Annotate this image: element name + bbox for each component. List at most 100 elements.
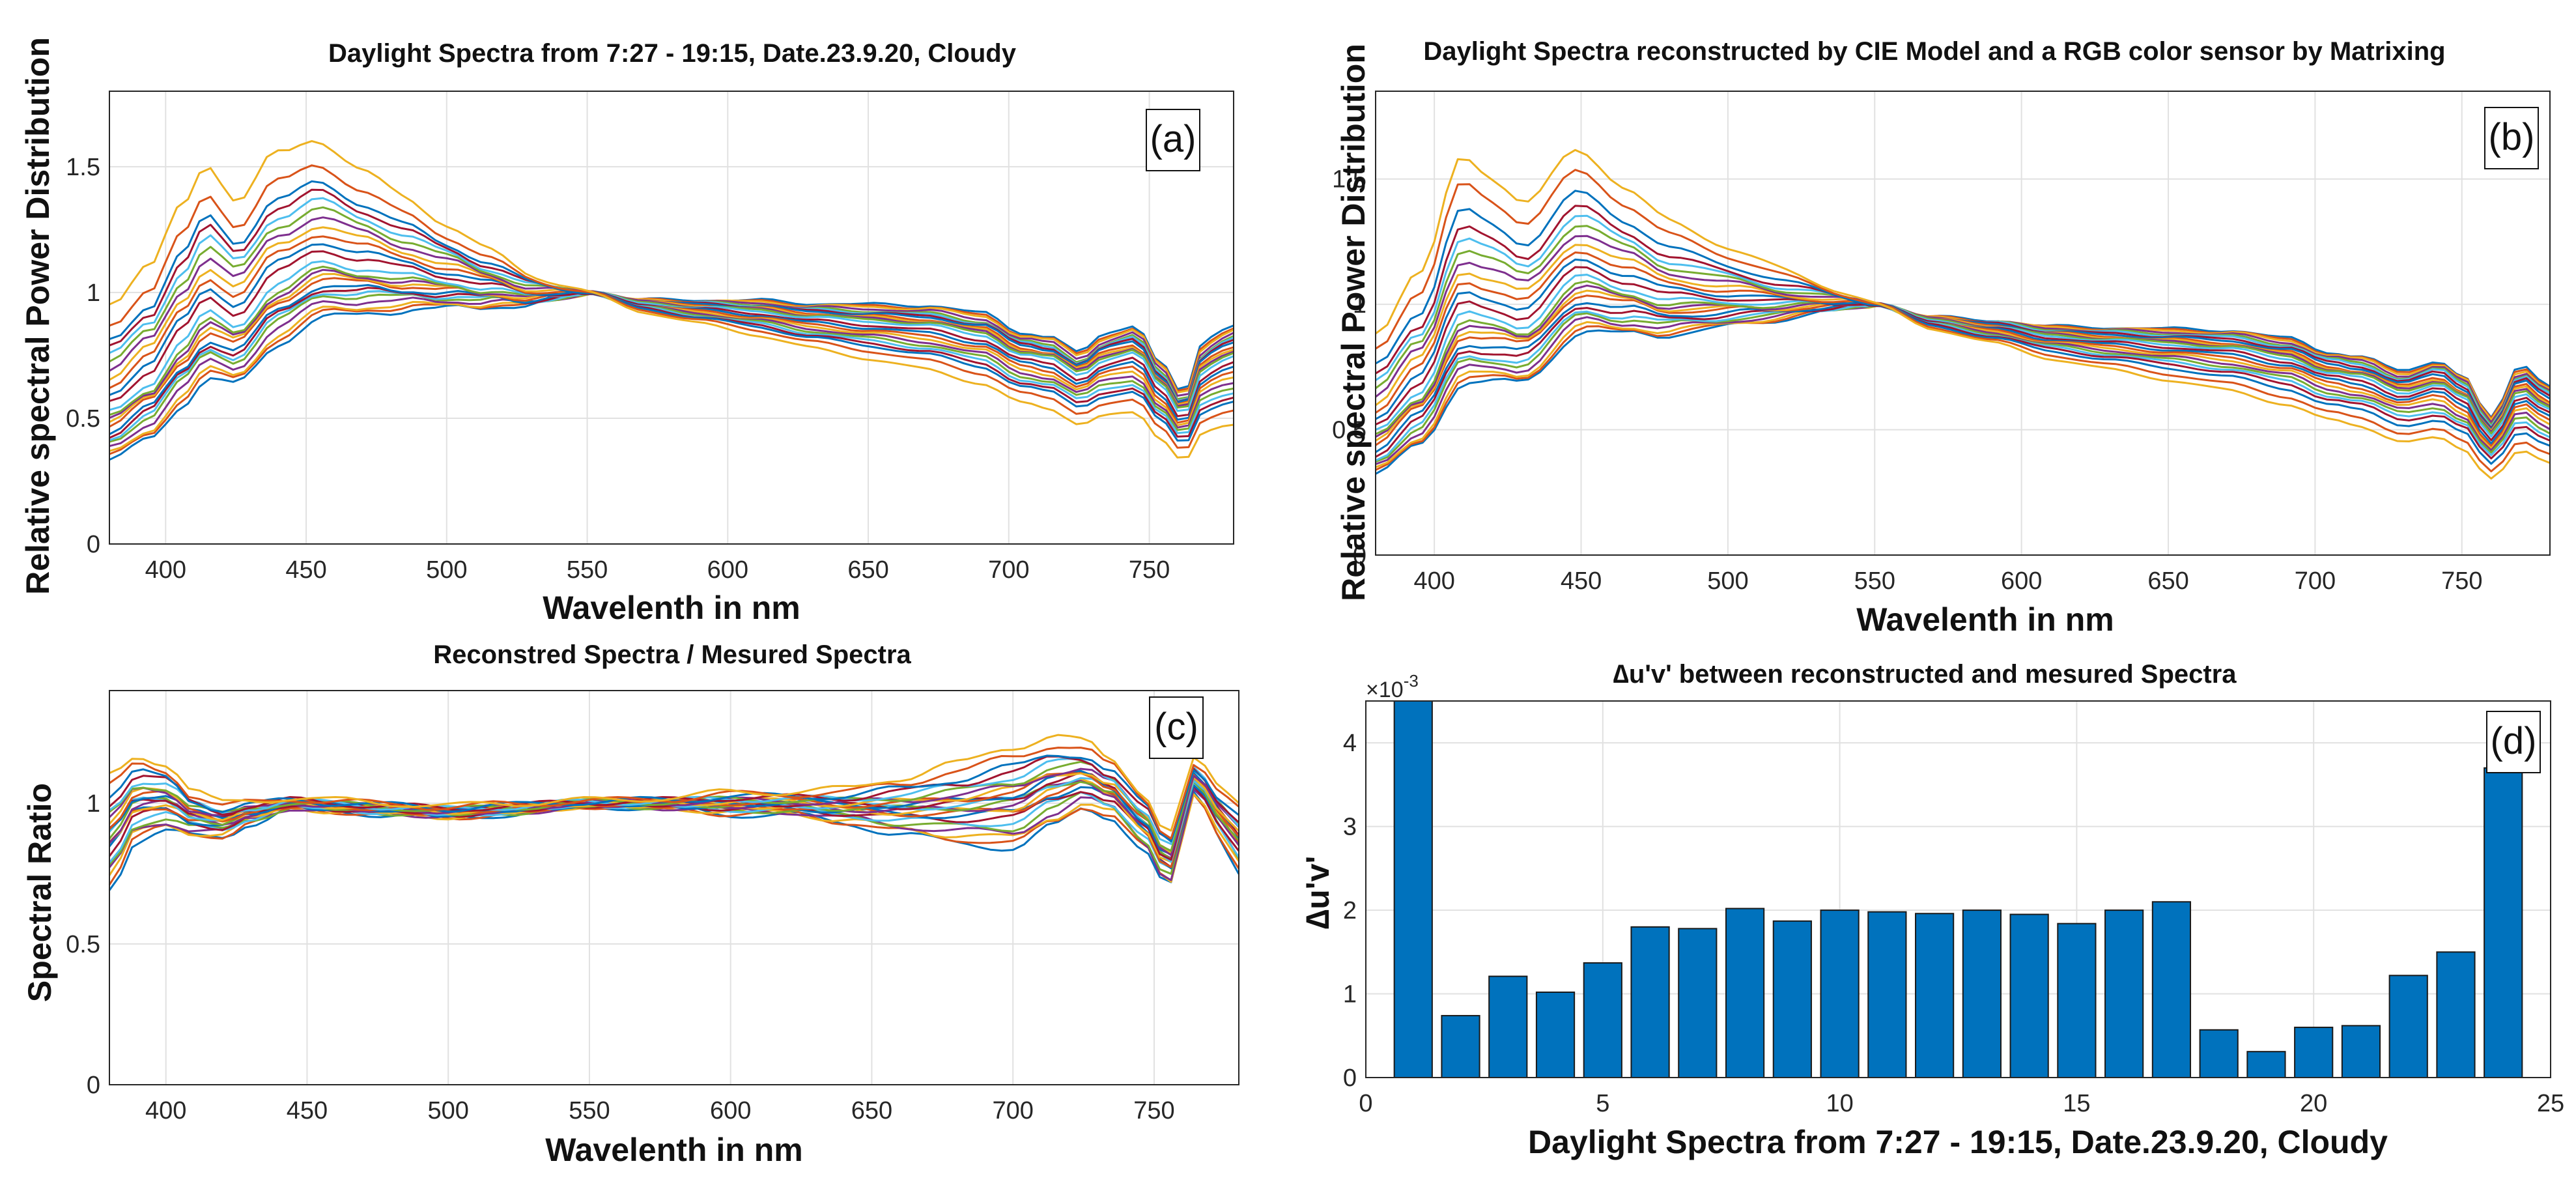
- y-axis-label-c: Spectral Ratio: [21, 783, 58, 1002]
- x-axis-label-a: Wavelenth in nm: [543, 590, 800, 626]
- x-tick-label: 550: [569, 1097, 610, 1124]
- y-tick-label: 0: [87, 531, 100, 558]
- bar: [2341, 1025, 2381, 1079]
- series-line: [109, 760, 1240, 852]
- x-tick-label: 400: [145, 1097, 186, 1124]
- bar: [1962, 909, 2002, 1078]
- series-line: [109, 265, 1234, 416]
- x-axis-label-b: Wavelenth in nm: [1856, 601, 2114, 638]
- bar: [1535, 991, 1576, 1079]
- y-tick-label: 4: [1343, 730, 1357, 757]
- chart-panel-a: Daylight Spectra from 7:27 - 19:15, Date…: [20, 37, 1234, 626]
- series-line: [1375, 190, 2551, 465]
- series-line: [109, 188, 1234, 438]
- bar: [2009, 913, 2049, 1078]
- x-tick-label: 20: [2300, 1090, 2327, 1117]
- bar: [2436, 951, 2476, 1079]
- series-line: [109, 197, 1234, 435]
- axes-frame-c: [109, 690, 1239, 1085]
- panel-label-box-a: [1146, 109, 1200, 171]
- x-tick-label: 10: [1826, 1090, 1853, 1117]
- panel-label-box-c: [1149, 696, 1204, 759]
- bars-d: [1393, 700, 2523, 1079]
- bar: [2199, 1029, 2239, 1078]
- chart-title-c: Reconstred Spectra / Mesured Spectra: [433, 640, 911, 669]
- y-tick-label: 3: [1343, 814, 1357, 841]
- series-line: [1375, 214, 2551, 457]
- bar: [1867, 911, 1907, 1079]
- series-line: [1375, 205, 2551, 460]
- y-tick-label: 0.5: [66, 931, 100, 958]
- x-tick-label: 700: [2295, 567, 2336, 595]
- y-axis-label-b: Relative spectral Power Distribution: [1335, 44, 1372, 601]
- series-line: [109, 260, 1234, 412]
- bar: [1488, 975, 1528, 1079]
- bar: [2104, 909, 2144, 1078]
- series-group-b: [1375, 149, 2551, 480]
- x-tick-label: 500: [1707, 567, 1748, 595]
- axes-frame-a: [109, 91, 1234, 545]
- bar: [1630, 926, 1670, 1079]
- y-tick-label: 0: [1343, 1065, 1357, 1092]
- x-tick-label: 25: [2537, 1090, 2564, 1117]
- series-line: [108, 788, 1240, 881]
- bar: [1725, 908, 1765, 1078]
- x-tick-label: 750: [1129, 556, 1170, 584]
- x-tick-label: 550: [567, 556, 608, 584]
- bar: [2057, 922, 2097, 1079]
- panel-label-b: (b): [2489, 116, 2535, 158]
- axes-frame-d: [1365, 700, 2551, 1078]
- series-line: [1375, 149, 2551, 480]
- y-axis-label-a: Relative spectral Power Distribution: [20, 37, 56, 595]
- series-line: [109, 164, 1234, 449]
- x-tick-label: 0: [1359, 1090, 1372, 1117]
- chart-title-b: Daylight Spectra reconstructed by CIE Mo…: [1423, 37, 2445, 66]
- series-line: [109, 206, 1234, 431]
- panel-label-box-b: [2484, 107, 2539, 169]
- x-tick-label: 650: [2147, 567, 2188, 595]
- series-line: [1375, 225, 2551, 453]
- y-axis-label-d: ∆u'v': [1299, 856, 1336, 930]
- chart-panel-b: Daylight Spectra reconstructed by CIE Mo…: [1332, 37, 2551, 638]
- tick-labels-a: 400 450 500 550 600 650 700 750 0 0.5 1 1.5: [66, 154, 1170, 584]
- x-tick-label: 550: [1854, 567, 1895, 595]
- x-tick-label: 650: [851, 1097, 892, 1124]
- x-tick-label: 500: [427, 1097, 468, 1124]
- x-tick-label: 750: [1133, 1097, 1174, 1124]
- tick-labels-c: 400 450 500 550 600 650 700 750 0 0.5 1: [66, 790, 1174, 1124]
- bar: [1820, 909, 1860, 1078]
- series-line: [1375, 280, 2551, 435]
- bar: [1393, 700, 1433, 1078]
- panel-label-a: (a): [1150, 118, 1196, 160]
- x-axis-label-d: Daylight Spectra from 7:27 - 19:15, Date…: [1528, 1124, 2388, 1160]
- bar: [1915, 913, 1955, 1079]
- tick-labels-d: 0 5 10 15 20 25 0 1 2 3 4: [1343, 730, 2564, 1117]
- bar: [1772, 920, 1812, 1078]
- bar: [2294, 1026, 2334, 1079]
- grid-a: [109, 91, 1234, 544]
- series-line: [109, 747, 1239, 840]
- series-group-c: [108, 734, 1240, 891]
- series-group-a: [109, 140, 1234, 461]
- bar: [2484, 767, 2523, 1079]
- chart-panel-c: Reconstred Spectra / Mesured Spectra 400…: [21, 640, 1240, 1168]
- chart-panel-d: ∆u'v' between reconstructed and mesured …: [1299, 660, 2564, 1160]
- bar: [2151, 901, 2192, 1079]
- y-tick-label: 1: [87, 279, 100, 307]
- x-tick-label: 600: [710, 1097, 751, 1124]
- panel-label-d: (d): [2491, 720, 2537, 762]
- x-tick-label: 600: [2001, 567, 2042, 595]
- y-tick-label: 0: [87, 1072, 100, 1099]
- chart-title-a: Daylight Spectra from 7:27 - 19:15, Date…: [328, 39, 1017, 68]
- series-line: [1375, 169, 2551, 472]
- panel-label-box-d: [2486, 711, 2541, 773]
- chart-title-d: ∆u'v' between reconstructed and mesured …: [1613, 660, 2237, 689]
- series-line: [109, 180, 1234, 442]
- x-tick-label: 450: [1561, 567, 1602, 595]
- series-line: [109, 734, 1240, 832]
- bar: [2388, 975, 2428, 1078]
- series-line: [109, 140, 1234, 459]
- x-tick-label: 700: [992, 1097, 1033, 1124]
- y-tick-label: 1: [1353, 291, 1366, 319]
- x-tick-label: 400: [1413, 567, 1454, 595]
